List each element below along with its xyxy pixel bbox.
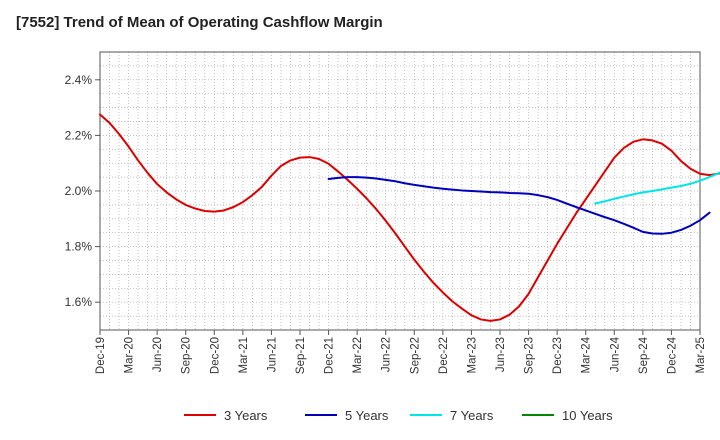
x-tick-label: Mar-20 [124,337,136,373]
x-tick-label: Dec-20 [209,337,221,374]
legend-label-3-years: 3 Years [224,408,268,423]
x-tick-label: Jun-22 [381,337,393,372]
x-tick-label: Dec-22 [438,337,450,374]
y-tick-label: 2.2% [65,128,93,142]
x-tick-label: Sep-20 [181,337,193,374]
y-tick-label: 1.8% [65,240,93,254]
x-tick-label: Dec-19 [95,337,107,374]
x-tick-label: Dec-24 [666,336,678,374]
x-tick-label: Dec-23 [552,337,564,374]
series-layer [99,113,720,322]
x-tick-label: Mar-23 [466,337,478,373]
x-tick-label: Jun-24 [609,336,621,372]
x-tick-label: Sep-21 [295,337,307,374]
series-line-7-years [594,171,720,205]
x-tick-label: Sep-24 [638,336,650,374]
x-tick-label: Mar-21 [238,337,250,373]
series-line-5-years [327,176,711,235]
x-tick-label: Jun-23 [495,337,507,372]
chart-legend: 3 Years 5 Years 7 Years 10 Years [184,408,613,423]
legend-label-5-years: 5 Years [345,408,389,423]
y-tick-label: 2.0% [65,184,93,198]
x-tick-label: Dec-21 [324,337,336,374]
chart-title: [7552] Trend of Mean of Operating Cashfl… [16,14,383,31]
y-tick-label: 2.4% [65,73,93,87]
x-tick-label: Mar-22 [352,337,364,373]
x-tick-label: Jun-20 [152,337,164,372]
chart-grid [100,52,700,330]
legend-label-10-years: 10 Years [562,408,613,423]
legend-label-7-years: 7 Years [450,408,494,423]
x-axis-ticks: Dec-19 Mar-20 Jun-20 Sep-20 Dec-20 Mar-21 Jun-… [95,330,707,374]
y-tick-label: 1.6% [65,295,93,309]
x-tick-label: Sep-22 [409,337,421,374]
x-tick-label: Sep-23 [524,337,536,374]
y-axis-ticks: 1.6% 1.8% 2.0% 2.2% 2.4% [65,73,100,309]
x-tick-label: Jun-21 [266,337,278,372]
x-tick-label: Mar-24 [581,336,593,373]
x-tick-label: Mar-25 [695,337,707,373]
series-line-3-years [99,113,720,322]
